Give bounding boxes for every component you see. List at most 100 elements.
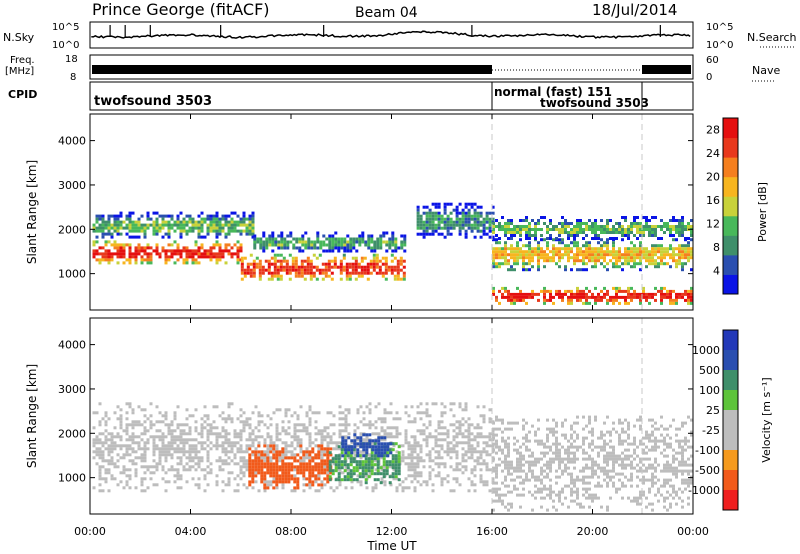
power-cell	[248, 226, 252, 230]
power-cell	[470, 202, 474, 206]
velocity-cell	[275, 471, 279, 475]
power-data	[92, 202, 693, 305]
velocity-cell	[164, 459, 168, 463]
velocity-cell	[131, 432, 135, 436]
velocity-cell	[528, 439, 531, 443]
velocity-cell	[383, 411, 387, 415]
power-cell	[119, 211, 123, 215]
power-cell	[221, 229, 225, 233]
velocity-cell	[543, 487, 546, 491]
power-cell	[681, 292, 684, 296]
power-cell	[567, 234, 570, 237]
velocity-cell	[690, 481, 693, 485]
power-cell	[455, 208, 459, 212]
velocity-cell	[522, 493, 525, 497]
power-cell	[645, 256, 648, 260]
power-cell	[391, 240, 395, 244]
power-cell	[528, 256, 531, 260]
power-cell	[579, 222, 582, 225]
velocity-cell	[546, 475, 549, 479]
velocity-cell	[358, 475, 362, 479]
velocity-cell	[317, 462, 321, 466]
power-cell	[591, 295, 594, 299]
power-cell	[428, 232, 432, 236]
velocity-cell	[485, 465, 489, 469]
power-cell	[651, 295, 654, 299]
power-cell	[158, 255, 162, 259]
velocity-cell	[119, 480, 123, 484]
power-cell	[116, 243, 120, 247]
power-cell	[319, 240, 323, 244]
power-cell	[366, 277, 370, 281]
velocity-cell	[458, 426, 462, 430]
power-cell	[654, 286, 657, 290]
power-cell	[104, 226, 108, 230]
velocity-cell	[416, 462, 420, 466]
power-cell	[227, 232, 231, 236]
velocity-cell	[434, 438, 438, 442]
power-cell	[558, 253, 561, 257]
velocity-cell	[428, 453, 432, 457]
power-cell	[660, 292, 663, 296]
velocity-cell	[98, 438, 102, 442]
power-cell	[316, 231, 320, 235]
velocity-cell	[302, 462, 306, 466]
velocity-cell	[525, 472, 528, 476]
power-cell	[243, 274, 247, 278]
power-cell	[218, 223, 222, 227]
velocity-cell	[603, 442, 606, 446]
velocity-cell	[341, 436, 345, 440]
velocity-cell	[621, 496, 624, 500]
velocity-cell	[473, 450, 477, 454]
power-cell	[270, 256, 274, 260]
velocity-cell	[358, 472, 362, 476]
velocity-cell	[167, 423, 171, 427]
velocity-cell	[278, 474, 282, 478]
power-cell	[119, 220, 123, 224]
power-cell	[591, 222, 594, 225]
velocity-cell	[552, 460, 555, 464]
noise-panel: 10^5 10^0 10^5 10^0	[52, 21, 733, 51]
velocity-cell	[338, 468, 342, 472]
velocity-cell	[254, 447, 258, 451]
velocity-cell	[179, 450, 183, 454]
velocity-cell	[495, 439, 498, 443]
velocity-cell	[618, 421, 621, 425]
power-cell	[116, 217, 120, 221]
power-cell	[306, 265, 310, 269]
power-cell	[455, 217, 459, 221]
power-cell	[519, 292, 522, 296]
power-cell	[258, 265, 262, 269]
velocity-cell	[290, 462, 294, 466]
power-cell	[182, 261, 186, 265]
velocity-cell	[128, 477, 132, 481]
velocity-cell	[242, 429, 246, 433]
velocity-cell	[591, 427, 594, 431]
velocity-cell	[540, 457, 543, 461]
velocity-cell	[134, 486, 138, 490]
power-cell	[464, 214, 468, 218]
power-cell	[140, 223, 144, 227]
velocity-cell	[476, 441, 480, 445]
velocity-cell	[311, 474, 315, 478]
velocity-cell	[320, 453, 324, 457]
velocity-cell	[257, 489, 261, 493]
power-cell	[236, 246, 240, 250]
date-title: 18/Jul/2014	[592, 1, 677, 19]
power-cell	[167, 229, 171, 233]
power-cell	[627, 286, 630, 290]
power-cell	[588, 301, 591, 305]
velocity-cell	[353, 435, 357, 439]
velocity-cell	[308, 417, 312, 421]
power-cell	[218, 246, 222, 250]
power-cell	[185, 220, 189, 224]
velocity-cell	[215, 432, 219, 436]
power-cell	[249, 262, 253, 266]
velocity-cell	[275, 423, 279, 427]
power-cell	[687, 298, 690, 302]
velocity-cell	[413, 438, 417, 442]
power-cell	[309, 259, 313, 263]
velocity-cell	[603, 421, 606, 425]
power-cell	[119, 255, 123, 259]
power-cell	[170, 217, 174, 221]
